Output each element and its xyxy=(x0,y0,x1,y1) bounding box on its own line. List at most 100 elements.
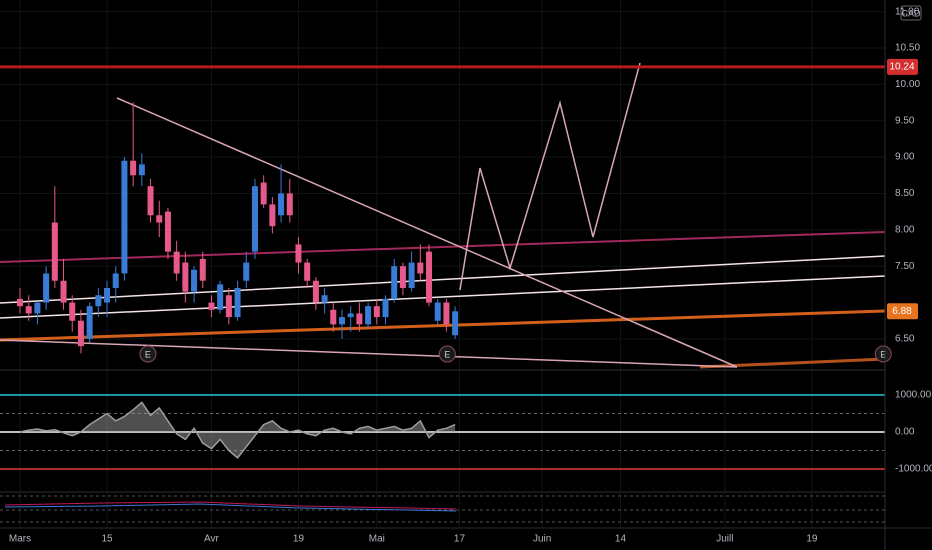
oscillator-area xyxy=(20,402,456,458)
trend-line xyxy=(0,255,886,304)
candle-body xyxy=(77,320,84,347)
trend-line xyxy=(0,231,886,263)
candle-body xyxy=(173,251,180,274)
x-tick-label: 19 xyxy=(806,534,818,545)
x-tick-label: Mai xyxy=(369,534,385,545)
drawings xyxy=(0,62,886,369)
candle-body xyxy=(217,284,224,310)
candle-body xyxy=(347,313,354,318)
candle-body xyxy=(191,269,198,292)
candle-body xyxy=(121,160,128,274)
x-tick-label: 15 xyxy=(101,534,113,545)
candle-body xyxy=(278,193,285,216)
price-tag xyxy=(887,303,918,320)
candle-body xyxy=(208,302,215,310)
candle-body xyxy=(147,186,154,216)
trend-line xyxy=(0,275,886,319)
candle-body xyxy=(321,295,328,303)
price-tag-label: 10.24 xyxy=(889,62,914,73)
candle-body xyxy=(182,262,189,292)
earnings-marker xyxy=(139,345,157,363)
candle-body xyxy=(112,273,119,288)
candle-body xyxy=(417,262,424,274)
candle-body xyxy=(138,164,145,176)
x-tick-label: 14 xyxy=(615,534,627,545)
y-tick-label: 8.50 xyxy=(895,188,915,199)
y-tick-label: 11.00 xyxy=(895,6,920,17)
x-tick-label: 19 xyxy=(293,534,305,545)
candle-body xyxy=(251,186,258,252)
y-tick-label: 9.50 xyxy=(895,115,915,126)
candle-body xyxy=(95,295,102,307)
y-tick-label: 9.00 xyxy=(895,152,915,163)
candle-body xyxy=(17,298,24,307)
candle-body xyxy=(330,309,337,325)
candle-body xyxy=(260,182,267,205)
triangle-line xyxy=(116,97,738,368)
earnings-marker xyxy=(438,345,456,363)
candle-body xyxy=(408,262,415,288)
candle-body xyxy=(399,266,406,288)
candle-body xyxy=(234,288,241,318)
candle-body xyxy=(86,306,93,339)
triangle-line xyxy=(0,339,738,368)
y-tick-label: 10.00 xyxy=(895,79,920,90)
x-tick-label: Avr xyxy=(204,534,219,545)
candle-body xyxy=(338,317,345,325)
trend-line xyxy=(699,357,886,369)
candle-body xyxy=(443,302,450,325)
candle-body xyxy=(312,280,319,303)
price-tag-label: 6.88 xyxy=(892,306,912,317)
candle-body xyxy=(304,262,311,281)
osc-tick-label: -1000.00 xyxy=(895,464,932,475)
candle-body xyxy=(356,313,363,325)
x-tick-label: Juin xyxy=(533,534,551,545)
candle-body xyxy=(243,262,250,281)
projection-path xyxy=(459,62,641,291)
trend-line xyxy=(0,309,886,342)
candle-body xyxy=(156,215,163,223)
price-tag xyxy=(887,58,918,75)
candle-body xyxy=(51,222,58,281)
y-tick-label: 10.50 xyxy=(895,43,920,54)
candle-body xyxy=(69,302,76,321)
candle-body xyxy=(295,244,302,263)
x-tick-label: Mars xyxy=(9,534,31,545)
candle-body xyxy=(426,251,433,303)
candle-body xyxy=(382,298,389,318)
osc-tick-label: 0.00 xyxy=(895,427,915,438)
y-tick-label: 7.50 xyxy=(895,261,915,272)
earnings-label: E xyxy=(145,349,151,359)
x-tick-label: 17 xyxy=(454,534,466,545)
currency: CAD xyxy=(901,8,921,18)
candle-body xyxy=(164,211,171,252)
earnings-label: E xyxy=(880,349,886,359)
candle-body xyxy=(452,311,459,336)
candle-body xyxy=(269,204,276,227)
x-tick-label: Juill xyxy=(716,534,733,545)
candle-body xyxy=(286,193,293,216)
oscillator-line xyxy=(19,401,456,459)
candle-body xyxy=(365,306,372,325)
osc-tick-label: 1000.00 xyxy=(895,390,932,401)
candle-body xyxy=(34,302,41,314)
lower-pane-lines xyxy=(0,495,885,523)
currency-box xyxy=(900,5,922,21)
candle-body xyxy=(373,306,380,318)
candle-body xyxy=(391,266,398,299)
candle-body xyxy=(130,160,137,176)
candle-body xyxy=(43,273,50,303)
candle-body xyxy=(104,288,111,303)
candle-body xyxy=(25,306,32,314)
y-tick-label: 6.50 xyxy=(895,334,915,345)
grid xyxy=(0,0,885,528)
y-tick-label: 8.00 xyxy=(895,224,915,235)
earnings-marker xyxy=(874,345,892,363)
candle-body xyxy=(199,258,206,281)
candle-body xyxy=(434,302,441,321)
candle-body xyxy=(225,295,232,318)
indicator-line xyxy=(4,501,457,510)
